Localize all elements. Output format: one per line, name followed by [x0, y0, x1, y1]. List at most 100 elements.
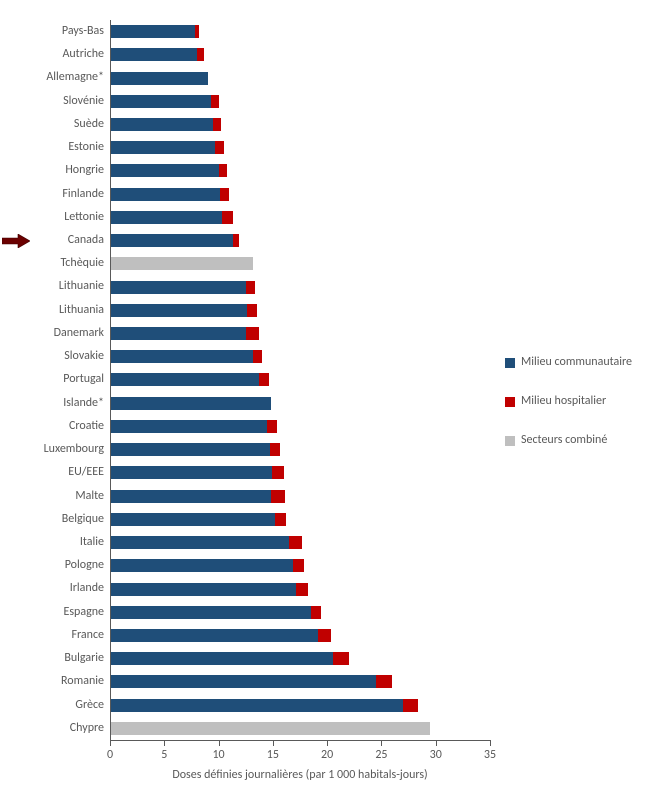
x-tick [164, 740, 165, 746]
bar-label: Tchèquie [4, 252, 104, 275]
bar-stack [110, 373, 269, 386]
bar-segment-community [110, 48, 197, 61]
bar-segment-community [110, 211, 222, 224]
bar-label: Slovakie [4, 345, 104, 368]
bar-stack [110, 420, 277, 433]
bar-label: Malte [4, 485, 104, 508]
bar-label: Chypre [4, 717, 104, 740]
x-tick [110, 740, 111, 746]
bar-label: Slovénie [4, 90, 104, 113]
x-tick [327, 740, 328, 746]
bar-segment-community [110, 513, 275, 526]
bar-stack [110, 443, 280, 456]
plot-area: Pays-BasAutricheAllemagne*SlovénieSuèdeE… [110, 20, 490, 740]
bar-segment-hospital [270, 443, 281, 456]
legend-item-hospital: Milieu hospitalier [505, 394, 632, 409]
bar-segment-community [110, 373, 259, 386]
bar-row: Danemark [110, 322, 490, 345]
bar-segment-community [110, 304, 247, 317]
bar-label: Hongrie [4, 159, 104, 182]
bar-stack [110, 699, 418, 712]
bar-stack [110, 281, 255, 294]
bar-segment-community [110, 606, 311, 619]
bar-segment-hospital [247, 304, 257, 317]
x-tick [273, 740, 274, 746]
bar-stack [110, 490, 285, 503]
bar-segment-community [110, 443, 270, 456]
bar-segment-hospital [275, 513, 286, 526]
bar-row: Luxembourg [110, 438, 490, 461]
bar-label: Islande* [4, 392, 104, 415]
legend-swatch-hospital [505, 397, 515, 407]
bar-segment-hospital [267, 420, 277, 433]
x-tick-label: 35 [484, 748, 496, 762]
chart-legend: Milieu communautaire Milieu hospitalier … [505, 355, 632, 472]
bar-stack [110, 164, 227, 177]
highlight-arrow-icon [2, 234, 30, 248]
bar-label: Croatie [4, 415, 104, 438]
bar-row: Pays-Bas [110, 20, 490, 43]
bar-row: Autriche [110, 43, 490, 66]
bar-row: Malte [110, 485, 490, 508]
bar-row: Slovénie [110, 90, 490, 113]
x-tick-label: 25 [375, 748, 387, 762]
bar-row: Belgique [110, 508, 490, 531]
bar-label: Lettonie [4, 206, 104, 229]
bar-row: Suède [110, 113, 490, 136]
x-tick-label: 0 [107, 748, 113, 762]
bar-segment-hospital [403, 699, 418, 712]
bar-segment-hospital [222, 211, 233, 224]
bar-segment-hospital [215, 141, 224, 154]
chart-container: Pays-BasAutricheAllemagne*SlovénieSuèdeE… [0, 0, 662, 793]
y-axis-line [110, 20, 111, 740]
bar-segment-community [110, 327, 246, 340]
bar-segment-hospital [318, 629, 331, 642]
bar-stack [110, 304, 257, 317]
bar-segment-community [110, 188, 220, 201]
legend-swatch-community [505, 358, 515, 368]
legend-label-hospital: Milieu hospitalier [521, 394, 606, 409]
legend-swatch-combined [505, 436, 515, 446]
bar-stack [110, 234, 239, 247]
x-tick-label: 15 [267, 748, 279, 762]
bar-segment-hospital [271, 490, 285, 503]
bar-segment-hospital [293, 559, 304, 572]
bar-segment-hospital [213, 118, 221, 131]
bar-row: Romanie [110, 670, 490, 693]
bar-row: EU/EEE [110, 461, 490, 484]
bar-row: Canada [110, 229, 490, 252]
bar-row: Lithuanie [110, 275, 490, 298]
x-tick [219, 740, 220, 746]
bar-stack [110, 513, 286, 526]
bar-row: Tchèquie [110, 252, 490, 275]
bar-label: Irlande [4, 577, 104, 600]
x-tick-label: 30 [430, 748, 442, 762]
bar-row: Lettonie [110, 206, 490, 229]
bar-segment-hospital [220, 188, 230, 201]
bar-segment-hospital [296, 583, 308, 596]
bar-label: Lithuania [4, 299, 104, 322]
bar-label: Suède [4, 113, 104, 136]
bar-segment-hospital [233, 234, 240, 247]
bar-segment-hospital [311, 606, 321, 619]
bar-stack [110, 559, 304, 572]
bar-stack [110, 722, 430, 735]
bar-label: France [4, 624, 104, 647]
bar-row: Espagne [110, 601, 490, 624]
bar-label: Estonie [4, 136, 104, 159]
bar-row: Slovakie [110, 345, 490, 368]
bar-segment-hospital [246, 327, 259, 340]
legend-label-community: Milieu communautaire [521, 355, 632, 370]
bar-segment-community [110, 95, 211, 108]
x-axis-title: Doses définies journalières (par 1 000 h… [110, 768, 490, 782]
bar-row: Portugal [110, 368, 490, 391]
bar-stack [110, 95, 219, 108]
bar-label: Allemagne* [4, 66, 104, 89]
bar-row: Pologne [110, 554, 490, 577]
bar-segment-hospital [272, 466, 284, 479]
bar-row: Lithuania [110, 299, 490, 322]
legend-label-combined: Secteurs combiné [521, 433, 607, 448]
bar-label: Grèce [4, 694, 104, 717]
bar-segment-community [110, 583, 296, 596]
bar-segment-hospital [289, 536, 302, 549]
